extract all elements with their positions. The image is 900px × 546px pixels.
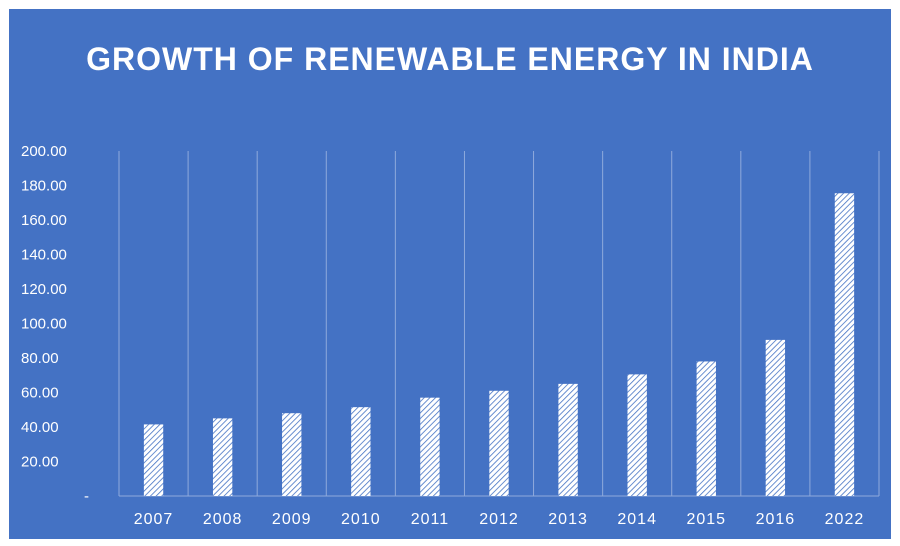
y-tick-label: 20.00 xyxy=(21,454,59,471)
y-tick-label: 120.00 xyxy=(21,281,67,298)
bar-2009 xyxy=(282,413,302,496)
x-tick-label: 2012 xyxy=(479,511,519,528)
x-tick-label: 2011 xyxy=(411,511,449,528)
x-tick-label: 2008 xyxy=(203,511,243,528)
bar-2011 xyxy=(420,397,440,496)
y-tick-label: 80.00 xyxy=(21,350,59,367)
chart-card: GROWTH OF RENEWABLE ENERGY IN INDIA - 20.… xyxy=(9,9,891,539)
bar-2015 xyxy=(696,361,716,496)
y-tick-label: 40.00 xyxy=(21,419,59,436)
x-tick-label: 2015 xyxy=(686,511,726,528)
x-tick-label: 2010 xyxy=(341,511,381,528)
y-tick-label: 160.00 xyxy=(21,212,67,229)
x-tick-label: 2007 xyxy=(134,511,174,528)
y-tick-label: - xyxy=(84,488,89,505)
bar-2022 xyxy=(834,193,855,496)
bar-2013 xyxy=(558,383,578,496)
x-tick-label: 2009 xyxy=(272,511,312,528)
x-tick-label: 2022 xyxy=(825,511,865,528)
chart-plot: - 20.00 40.00 60.00 80.00 100.00 120.00 140.00 1… xyxy=(21,143,880,528)
bar-2012 xyxy=(489,390,509,496)
bar-2007 xyxy=(143,424,164,496)
bar-2014 xyxy=(627,374,647,496)
x-tick-label: 2014 xyxy=(617,511,657,528)
bar-2010 xyxy=(351,407,371,496)
bar-2016 xyxy=(765,339,786,496)
y-tick-label: 140.00 xyxy=(21,247,67,264)
y-tick-label: 60.00 xyxy=(21,385,59,402)
x-tick-label: 2016 xyxy=(756,511,796,528)
chart-title: GROWTH OF RENEWABLE ENERGY IN INDIA xyxy=(86,41,814,77)
y-tick-label: 100.00 xyxy=(21,316,67,333)
bar-2008 xyxy=(212,418,233,496)
y-tick-label: 200.00 xyxy=(21,143,67,160)
y-tick-label: 180.00 xyxy=(21,178,67,195)
x-tick-label: 2013 xyxy=(548,511,588,528)
